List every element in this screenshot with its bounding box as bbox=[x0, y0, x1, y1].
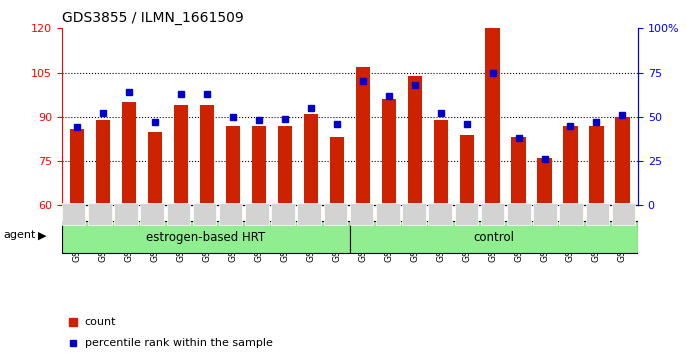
Bar bbox=[70, 129, 84, 354]
Bar bbox=[563, 126, 578, 354]
FancyBboxPatch shape bbox=[271, 203, 295, 225]
Bar bbox=[537, 158, 552, 354]
Bar bbox=[615, 117, 630, 354]
Bar bbox=[589, 126, 604, 354]
FancyBboxPatch shape bbox=[114, 203, 138, 225]
FancyBboxPatch shape bbox=[245, 203, 269, 225]
FancyBboxPatch shape bbox=[167, 203, 190, 225]
Bar bbox=[96, 120, 110, 354]
Text: percentile rank within the sample: percentile rank within the sample bbox=[85, 338, 272, 348]
Bar bbox=[278, 126, 292, 354]
Bar bbox=[174, 105, 188, 354]
FancyBboxPatch shape bbox=[481, 203, 504, 225]
Text: count: count bbox=[85, 317, 117, 327]
FancyBboxPatch shape bbox=[612, 203, 635, 225]
FancyBboxPatch shape bbox=[586, 203, 609, 225]
Text: estrogen-based HRT: estrogen-based HRT bbox=[146, 231, 265, 244]
Bar bbox=[407, 75, 422, 354]
FancyBboxPatch shape bbox=[350, 203, 373, 225]
Bar bbox=[512, 137, 525, 354]
Text: control: control bbox=[473, 231, 514, 244]
FancyBboxPatch shape bbox=[62, 203, 85, 225]
FancyBboxPatch shape bbox=[193, 203, 216, 225]
FancyBboxPatch shape bbox=[141, 203, 164, 225]
Bar bbox=[460, 135, 474, 354]
Bar bbox=[381, 99, 396, 354]
FancyBboxPatch shape bbox=[62, 221, 350, 253]
Bar bbox=[122, 102, 137, 354]
Bar bbox=[486, 28, 500, 354]
Bar bbox=[330, 137, 344, 354]
Bar bbox=[434, 120, 448, 354]
FancyBboxPatch shape bbox=[402, 203, 426, 225]
Text: GDS3855 / ILMN_1661509: GDS3855 / ILMN_1661509 bbox=[62, 11, 244, 25]
FancyBboxPatch shape bbox=[88, 203, 112, 225]
FancyBboxPatch shape bbox=[455, 203, 478, 225]
Bar bbox=[200, 105, 214, 354]
FancyBboxPatch shape bbox=[376, 203, 400, 225]
Bar bbox=[252, 126, 266, 354]
FancyBboxPatch shape bbox=[298, 203, 321, 225]
FancyBboxPatch shape bbox=[559, 203, 583, 225]
FancyBboxPatch shape bbox=[219, 203, 242, 225]
Bar bbox=[304, 114, 318, 354]
Bar bbox=[148, 132, 163, 354]
Text: agent: agent bbox=[3, 230, 36, 240]
FancyBboxPatch shape bbox=[350, 221, 638, 253]
FancyBboxPatch shape bbox=[533, 203, 557, 225]
Bar bbox=[226, 126, 240, 354]
FancyBboxPatch shape bbox=[324, 203, 347, 225]
Text: ▶: ▶ bbox=[38, 230, 46, 240]
Bar bbox=[356, 67, 370, 354]
FancyBboxPatch shape bbox=[429, 203, 452, 225]
FancyBboxPatch shape bbox=[507, 203, 530, 225]
